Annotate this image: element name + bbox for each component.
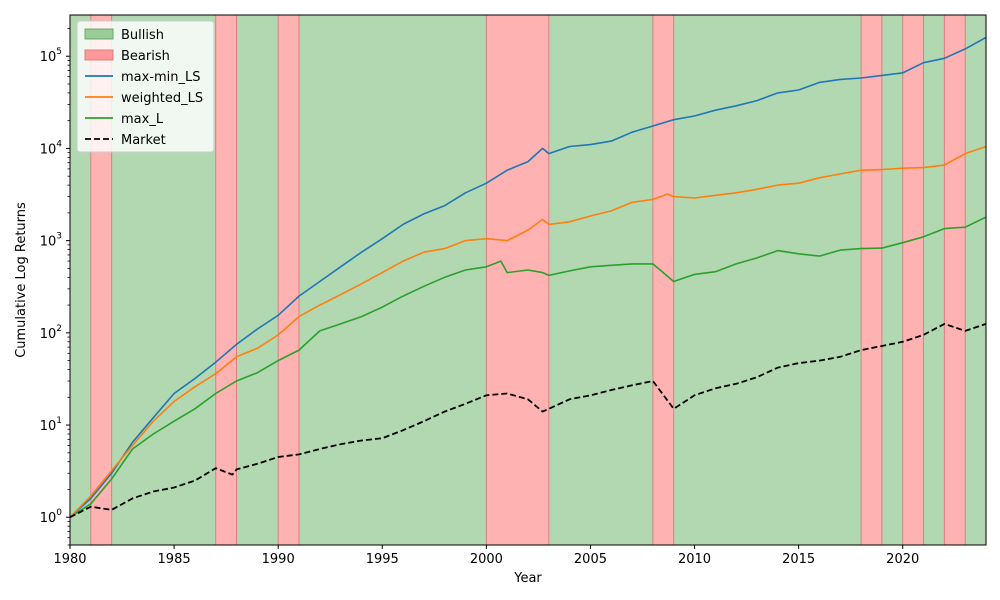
x-tick-label: 1985: [158, 552, 191, 567]
bearish-region-5: [860, 15, 883, 545]
legend-label: max-min_LS: [121, 70, 201, 85]
y-tick-label: 100: [40, 508, 63, 526]
y-axis-title: Cumulative Log Returns: [14, 202, 29, 358]
y-axis: 100 101 102 103 104 105: [40, 28, 70, 546]
legend: Bullish Bearish max-min_LS weighted_LS max_L…: [76, 20, 215, 153]
plot-frame: [69, 14, 987, 546]
y-tick-label: 104: [40, 139, 63, 157]
legend-entry-bearish: Bearish: [84, 49, 170, 64]
x-tick-label: 2010: [678, 552, 711, 567]
x-tick-label: 2020: [886, 552, 919, 567]
legend-entry-max-min_LS: max-min_LS: [85, 70, 201, 85]
legend-label: Bullish: [121, 28, 164, 43]
legend-entry-weighted_LS: weighted_LS: [85, 91, 203, 106]
legend-label: weighted_LS: [121, 91, 203, 106]
regime-layer: [70, 15, 986, 545]
y-tick-label: 105: [40, 47, 62, 65]
legend-entry-bullish: Bullish: [84, 28, 164, 43]
legend-label: Market: [121, 133, 166, 148]
x-tick-label: 1995: [366, 552, 399, 567]
x-tick-label: 2015: [782, 552, 815, 567]
x-axis-title: Year: [513, 571, 542, 586]
x-axis: 1980 1985 1990 1995 2000 2005 2010 2015 2020: [53, 545, 919, 567]
series-layer: [70, 36, 986, 519]
x-tick-label: 2005: [574, 552, 607, 567]
legend-entry-Market: Market: [85, 133, 166, 148]
bearish-region-4: [652, 15, 675, 545]
bearish-region-3: [485, 15, 550, 545]
x-tick-label: 2000: [470, 552, 503, 567]
series-line-max_L: [70, 216, 986, 518]
bearish-region-2: [277, 15, 300, 545]
series-line-max-min_LS: [70, 36, 986, 518]
x-tick-label: 1990: [262, 552, 295, 567]
legend-label: Bearish: [121, 49, 170, 64]
y-tick-label: 102: [40, 324, 62, 342]
legend-entry-max_L: max_L: [85, 112, 164, 127]
legend-label: max_L: [121, 112, 164, 127]
legend-swatch: [84, 49, 114, 61]
series-line-weighted_LS: [70, 145, 986, 518]
legend-swatch: [84, 28, 114, 40]
bearish-region-6: [902, 15, 925, 545]
y-tick-label: 101: [40, 416, 62, 434]
y-tick-label: 103: [40, 232, 62, 250]
bearish-region-7: [943, 15, 966, 545]
bearish-region-1: [215, 15, 238, 545]
x-tick-label: 1980: [53, 552, 86, 567]
series-line-Market: [70, 323, 986, 519]
